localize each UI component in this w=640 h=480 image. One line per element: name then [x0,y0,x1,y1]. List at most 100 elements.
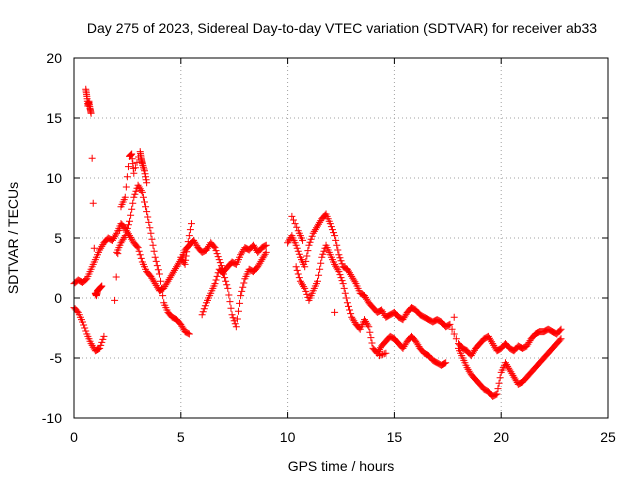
data-point [111,233,119,241]
data-point [366,328,374,336]
data-point [347,310,355,318]
data-point [494,385,502,393]
data-point [365,323,373,331]
data-point [301,284,309,292]
data-point [80,321,88,329]
data-point [184,238,192,246]
data-point [334,246,342,254]
data-point [126,217,134,225]
data-point [315,271,323,279]
data-point [400,314,408,322]
data-point [467,352,475,360]
data-point [142,173,150,181]
y-tick-label: 10 [46,170,62,186]
data-point [134,244,142,252]
data-point [170,266,178,274]
axis-ticks [73,57,609,419]
data-point [123,173,131,181]
data-point [335,251,343,259]
data-point [178,255,186,263]
data-point [341,289,349,297]
data-point [136,251,144,259]
data-point [115,226,123,234]
data-point [351,278,359,286]
data-point [128,150,136,158]
data-point [379,308,387,316]
data-point [89,199,97,207]
data-point [401,312,409,320]
data-point [523,342,531,350]
data-point [173,263,181,271]
data-point [216,259,224,267]
data-point [525,338,533,346]
x-tick-label: 5 [177,429,185,445]
data-point [338,277,346,285]
data-point [79,318,87,326]
data-point [336,254,344,262]
data-point [491,343,499,351]
data-point [296,277,304,285]
data-point [146,224,154,232]
data-point [123,224,131,232]
data-point [378,306,386,314]
data-point [362,293,370,301]
data-point [150,247,158,255]
data-point [464,365,472,373]
data-point [285,237,293,245]
data-point [286,235,294,243]
data-point [97,341,105,349]
data-point [87,109,95,117]
data-point [112,231,120,239]
data-point [149,241,157,249]
data-point [139,193,147,201]
data-point [213,250,221,258]
tick-labels: 0 5 10 15 20 25 -10 -5 0 5 10 15 20 [42,50,616,445]
data-point [111,296,119,304]
data-point [380,350,388,358]
data-point [303,252,311,260]
data-point [256,259,264,267]
data-point [314,277,322,285]
data-point [171,265,179,273]
data-point [446,320,454,328]
data-point [448,325,456,333]
data-point [120,233,128,241]
data-point [293,223,301,231]
data-point [363,319,371,327]
data-point [88,341,96,349]
data-point [124,163,132,171]
data-point [119,235,127,243]
data-point [349,274,357,282]
data-point [214,253,222,261]
data-point [137,254,145,262]
data-point [362,317,370,325]
data-point [295,274,303,282]
data-point [414,341,422,349]
data-point [129,160,137,168]
data-point [98,338,106,346]
data-point [452,335,460,343]
data-point [212,247,220,255]
data-point [98,242,106,250]
data-point [130,193,138,201]
data-point [557,335,565,343]
data-point [400,343,408,351]
grid [74,58,608,418]
data-point [450,313,458,321]
data-point [401,341,409,349]
data-point [162,281,170,289]
data-point [163,279,171,287]
data-point [293,266,301,274]
data-point [185,330,193,338]
data-point [157,277,165,285]
data-point [399,344,407,352]
data-point [412,337,420,345]
y-tick-label: -5 [50,350,63,366]
data-point [238,287,246,295]
data-point [343,299,351,307]
data-point [489,340,497,348]
data-point [556,326,564,334]
data-point [261,242,269,250]
data-point [212,276,220,284]
